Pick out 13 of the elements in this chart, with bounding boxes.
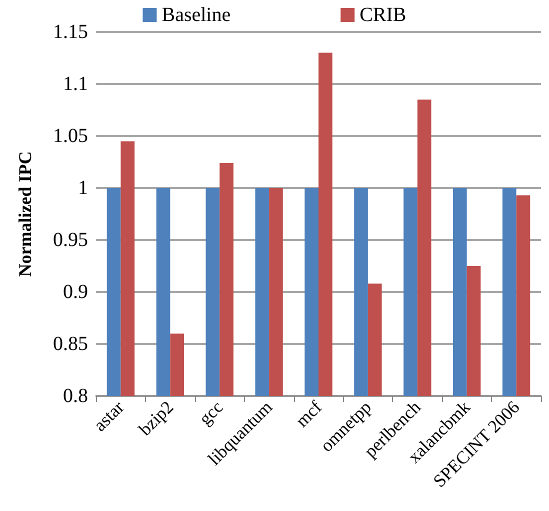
x-tick-label: astar [90,396,128,436]
y-tick-label: 1.15 [53,21,88,43]
y-tick-label: 0.8 [63,385,88,407]
y-axis-title: Normalized IPC [15,151,35,277]
y-tick-label: 1.05 [53,125,88,147]
y-tick-label: 0.9 [63,281,88,303]
y-tick-label: 1 [78,177,88,199]
x-tick-label: mcf [292,396,326,431]
legend-label: CRIB [360,4,406,26]
y-tick-label: 0.85 [53,333,88,355]
y-tick-label: 1.1 [63,73,88,95]
y-tick-label: 0.95 [53,229,88,251]
legend-label: Baseline [162,4,231,26]
